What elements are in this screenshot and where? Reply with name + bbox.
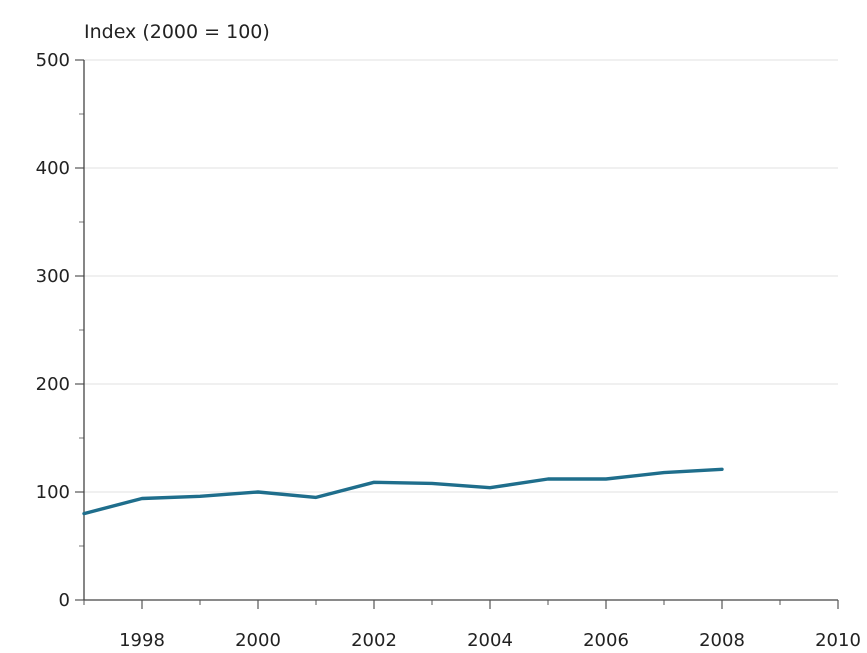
y-tick-label-0: 0 bbox=[59, 590, 70, 611]
axes bbox=[75, 59, 839, 609]
x-tick-label-2010: 2010 bbox=[815, 630, 861, 651]
y-tick-labels: 0 100 200 300 400 500 bbox=[36, 50, 70, 611]
y-tick-label-500: 500 bbox=[36, 50, 70, 71]
x-tick-label-2004: 2004 bbox=[467, 630, 513, 651]
x-tick-label-1998: 1998 bbox=[119, 630, 165, 651]
x-tick-label-2006: 2006 bbox=[583, 630, 629, 651]
data-series bbox=[82, 467, 724, 516]
y-tick-label-400: 400 bbox=[36, 158, 70, 179]
x-tick-label-2000: 2000 bbox=[235, 630, 281, 651]
gridlines bbox=[84, 59, 838, 493]
x-tick-label-2008: 2008 bbox=[699, 630, 745, 651]
x-tick-label-2002: 2002 bbox=[351, 630, 397, 651]
y-axis-title: Index (2000 = 100) bbox=[84, 21, 270, 43]
y-tick-label-100: 100 bbox=[36, 482, 70, 503]
x-tick-labels: 1998 2000 2002 2004 2006 2008 2010 bbox=[119, 630, 861, 651]
series-line-0 bbox=[82, 467, 724, 516]
y-tick-label-300: 300 bbox=[36, 266, 70, 287]
y-tick-label-200: 200 bbox=[36, 374, 70, 395]
